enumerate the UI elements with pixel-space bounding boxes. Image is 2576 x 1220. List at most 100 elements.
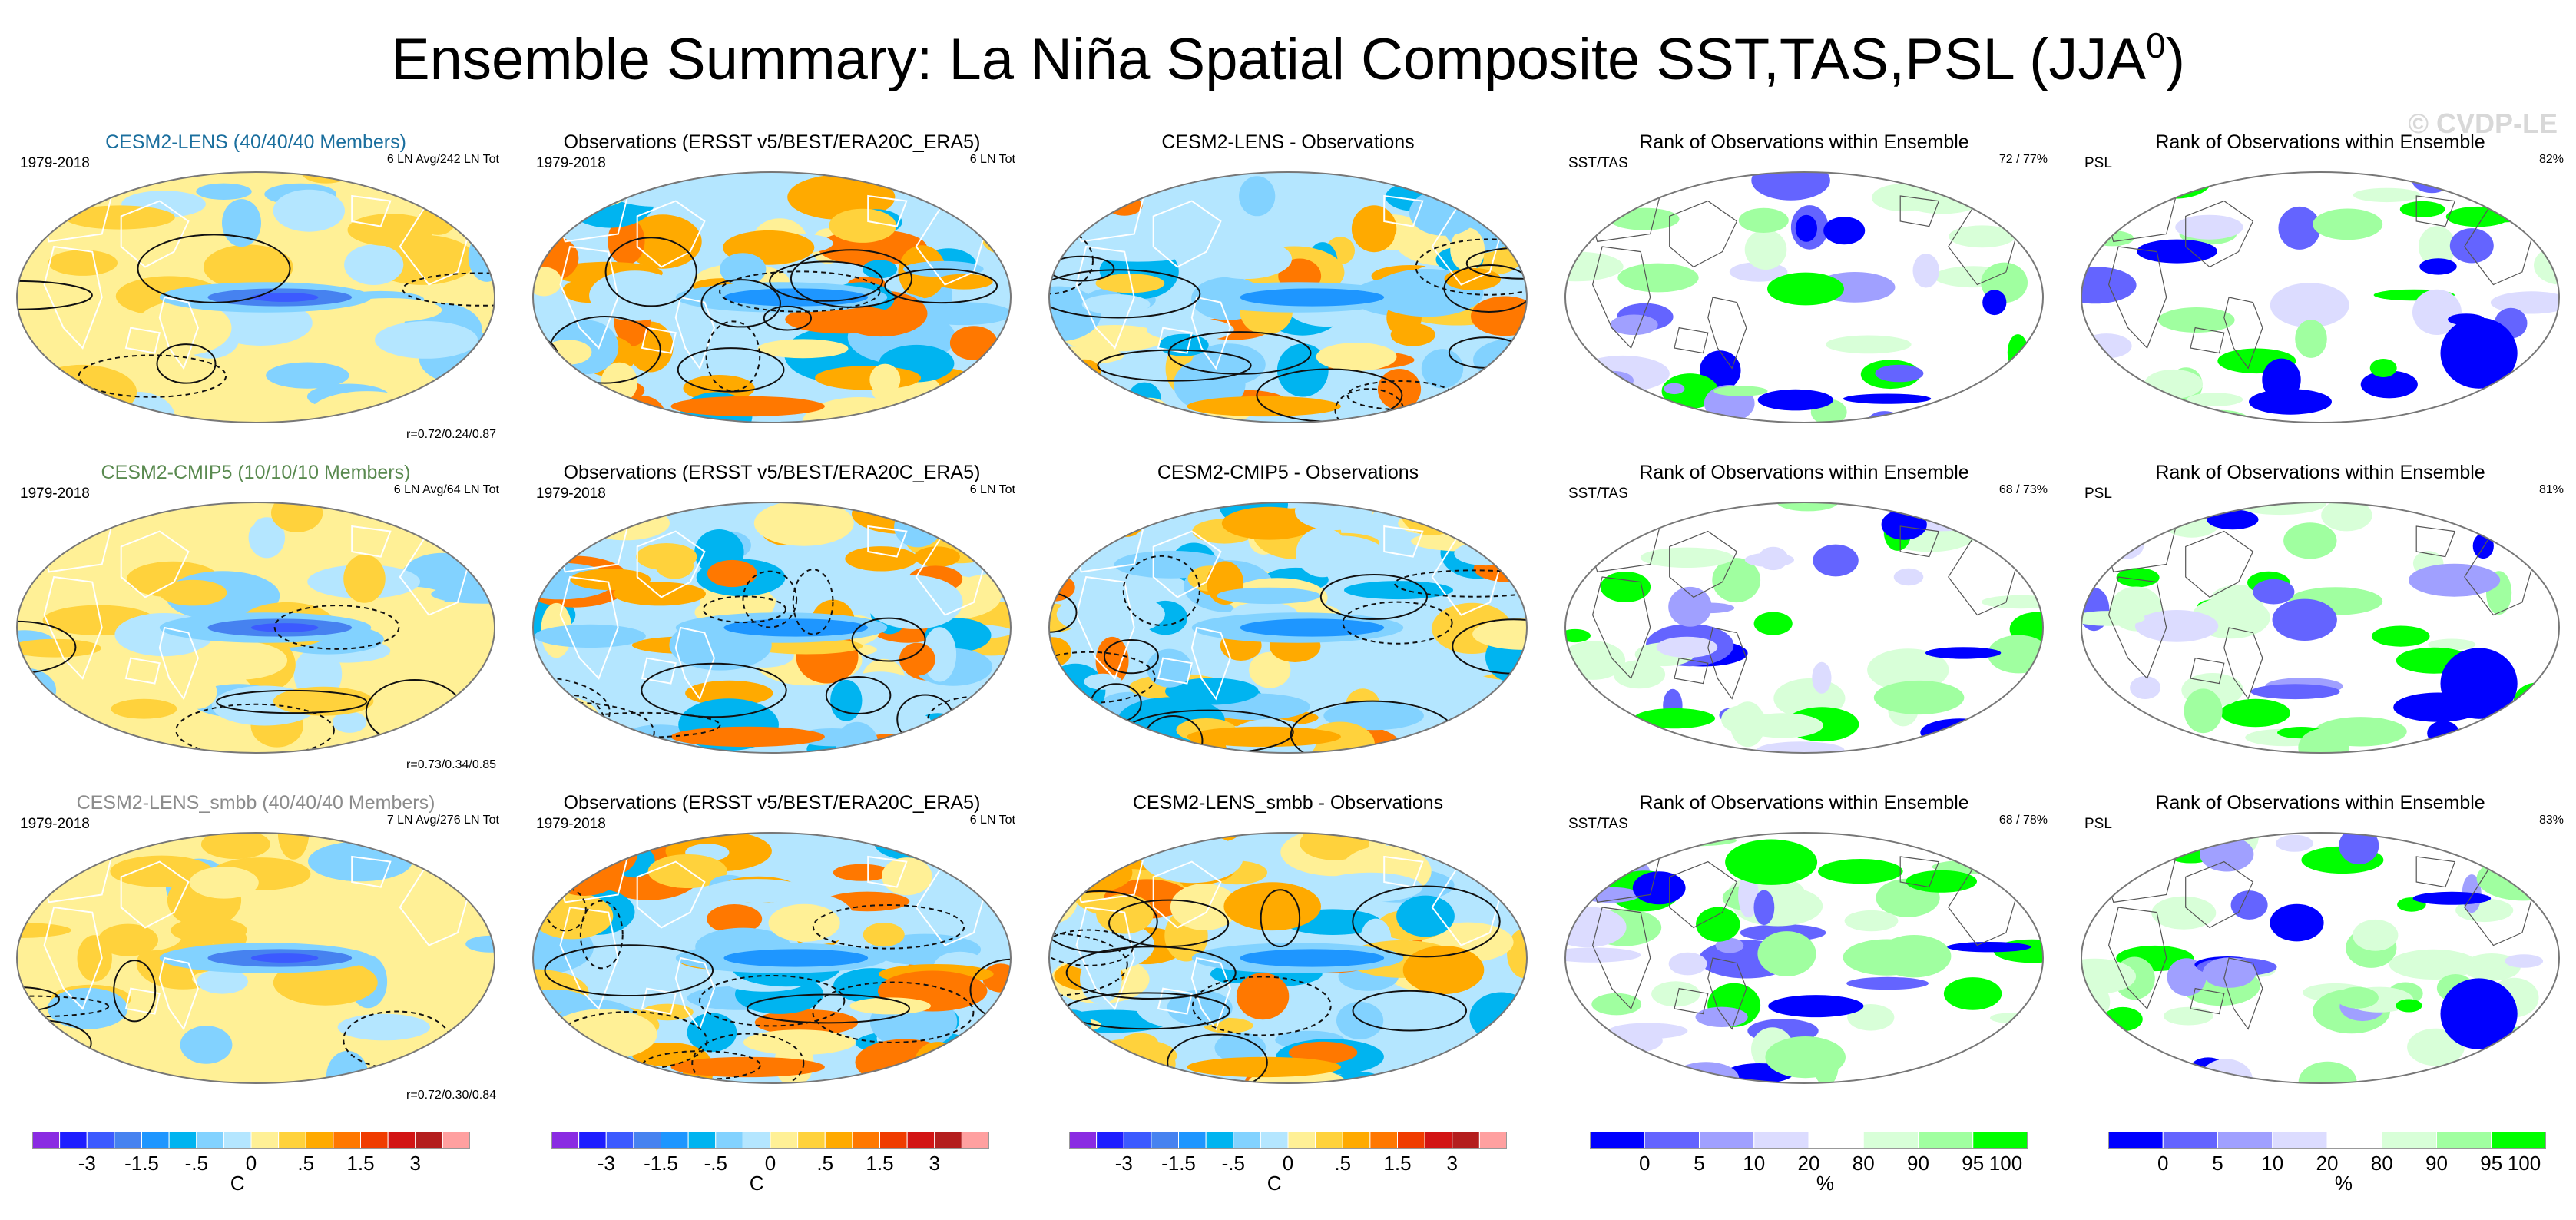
colorbar-4: 0 5 10 20 80 90 95 100% [1590, 1132, 2028, 1201]
colorbar-swatch [797, 1132, 826, 1149]
map-anomaly-patch [2272, 598, 2337, 641]
map-anomaly-patch [833, 864, 891, 881]
panel-right-label: 81% [2538, 483, 2564, 496]
map-border [2081, 171, 2560, 423]
map-anomaly-patch [2419, 258, 2457, 275]
map-anomaly-patch [601, 959, 695, 990]
colorbar-swatch [687, 1132, 717, 1149]
map-anomaly-patch [203, 244, 293, 290]
map-panel-r2c1: CESM2-CMIP5 (10/10/10 Members) 1979-2018 6… [6, 461, 505, 776]
map-anomaly-patch [2353, 919, 2399, 951]
map-field [533, 172, 1011, 423]
map-anomaly-patch [2220, 698, 2290, 728]
map-anomaly-patch [1296, 527, 1349, 578]
map-anomaly-patch [723, 949, 869, 967]
panel-left-label: 1979-2018 [20, 816, 90, 832]
map-anomaly-patch [533, 718, 590, 753]
map-anomaly-patch [1317, 872, 1423, 903]
map-anomaly-patch [189, 867, 259, 899]
colorbar-swatch [250, 1132, 280, 1149]
world-map [1048, 171, 1528, 423]
map-anomaly-patch [2321, 502, 2372, 532]
map-anomaly-patch [2134, 610, 2219, 642]
map-anomaly-patch [1316, 343, 1397, 371]
continent-outline [2185, 200, 2254, 268]
map-anomaly-patch [1565, 251, 1624, 282]
map-anomaly-patch [863, 923, 905, 947]
map-anomaly-patch [743, 1029, 856, 1056]
map-anomaly-patch [1767, 272, 1844, 306]
continent-outline [1591, 246, 1651, 350]
map-anomaly-patch [1236, 973, 1290, 1020]
world-map [2081, 171, 2560, 423]
map-anomaly-patch [2427, 721, 2460, 746]
colorbar-swatch [1260, 1132, 1289, 1149]
colorbar-swatch [2217, 1132, 2273, 1149]
map-anomaly-patch [1753, 890, 1775, 926]
map-anomaly-patch [1565, 1042, 1622, 1073]
colorbar-swatch [1315, 1132, 1343, 1149]
map-anomaly-patch [1651, 981, 1700, 1007]
map-anomaly-patch [1507, 928, 1527, 979]
continent-outline [641, 327, 677, 354]
map-anomaly-patch [1199, 238, 1293, 280]
map-anomaly-patch [1217, 587, 1321, 605]
map-field [1049, 833, 1527, 1083]
psl-contour [825, 676, 892, 715]
map-anomaly-patch [1061, 731, 1158, 753]
colorbar-tick-label: 80 [1853, 1152, 1875, 1175]
pattern-correlation-label: r=0.72/0.30/0.84 [406, 1089, 496, 1102]
map-border [16, 502, 495, 754]
continent-outline [43, 575, 103, 680]
continent-outline [2223, 627, 2263, 700]
map-anomaly-patch [2440, 648, 2518, 719]
panel-title: CESM2-CMIP5 (10/10/10 Members) [101, 462, 411, 483]
psl-contour [677, 347, 785, 393]
pattern-correlation-label: r=0.72/0.24/0.87 [406, 428, 496, 441]
map-anomaly-patch [866, 575, 963, 629]
continent-outline [158, 626, 199, 701]
map-anomaly-patch [939, 718, 998, 753]
continent-outline [2190, 327, 2225, 354]
map-anomaly-patch [375, 321, 478, 359]
map-anomaly-patch [2121, 172, 2150, 191]
map-anomaly-patch [178, 675, 217, 709]
map-anomaly-patch [899, 642, 935, 676]
map-anomaly-patch [1131, 397, 1168, 423]
panel-right-label: 7 LN Avg/276 LN Tot [386, 814, 499, 827]
map-anomaly-patch [1644, 833, 1728, 843]
map-anomaly-patch [685, 680, 773, 706]
map-anomaly-patch [815, 366, 922, 390]
map-anomaly-patch [1744, 229, 1787, 270]
map-anomaly-patch [2144, 369, 2204, 399]
map-anomaly-patch [2230, 890, 2268, 920]
continent-outline [1157, 327, 1194, 354]
map-anomaly-patch [1893, 568, 1924, 586]
map-anomaly-patch [1608, 1023, 1688, 1039]
map-anomaly-patch [159, 579, 227, 606]
map-anomaly-patch [636, 543, 697, 571]
map-anomaly-patch [533, 1050, 592, 1083]
pattern-correlation-label: r=0.73/0.34/0.85 [406, 758, 496, 771]
map-anomaly-patch [720, 253, 767, 286]
colorbar-swatch [1753, 1132, 1809, 1149]
world-map [2081, 502, 2560, 754]
continent-outline [43, 906, 103, 1010]
map-anomaly-patch [273, 189, 345, 232]
map-anomaly-patch [2412, 289, 2462, 335]
map-anomaly-patch [918, 514, 988, 533]
continent-outline [2107, 907, 2167, 1010]
colorbar-swatch [1590, 1132, 1645, 1149]
map-anomaly-patch [1776, 502, 1839, 512]
map-anomaly-patch [1843, 939, 1931, 976]
panel-left-label: PSL [2084, 816, 2112, 832]
map-anomaly-patch [2081, 180, 2147, 219]
colorbar-swatch [1342, 1132, 1371, 1149]
colorbar-swatch [661, 1132, 689, 1149]
colorbar-tick-label: 3 [410, 1152, 421, 1175]
world-map [2081, 832, 2560, 1084]
map-anomaly-patch [1147, 318, 1234, 341]
psl-contour [137, 234, 291, 303]
map-anomaly-patch [589, 270, 681, 321]
map-anomaly-patch [753, 502, 854, 546]
